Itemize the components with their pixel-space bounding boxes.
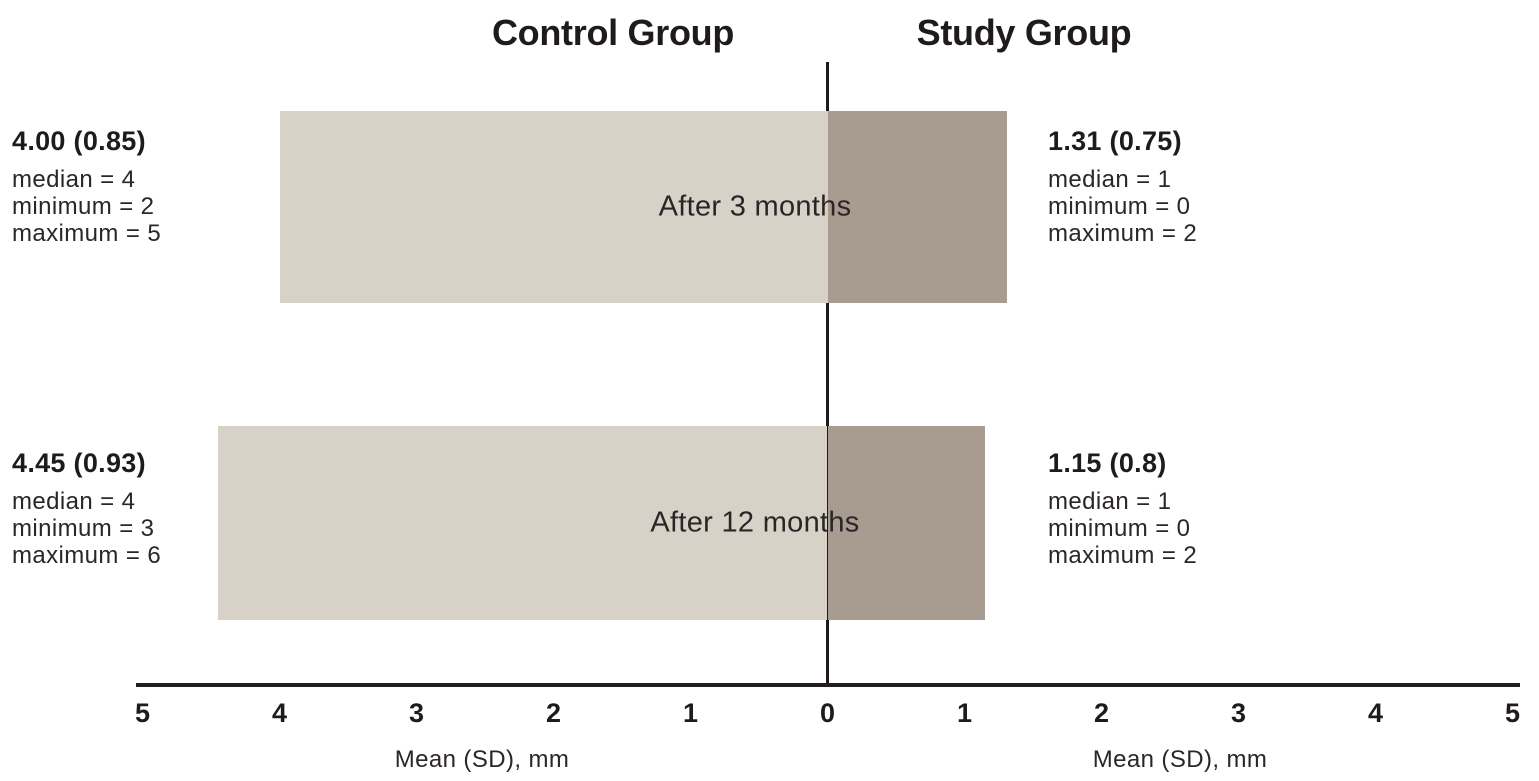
mean-sd-value: 1.15 (0.8): [1048, 448, 1167, 478]
study-stats-block: 1.15 (0.8) median = 1 minimum = 0 maximu…: [1048, 448, 1197, 569]
median-value: median = 4: [12, 166, 136, 193]
maximum-value: maximum = 6: [12, 542, 162, 569]
control-bar: [217, 426, 828, 620]
study-stats-block: 1.31 (0.75) median = 1 minimum = 0 maxim…: [1048, 126, 1197, 247]
axis-tick-label: 3: [408, 698, 425, 728]
maximum-value: maximum = 2: [1048, 542, 1198, 569]
mean-sd-value: 4.00 (0.85): [12, 126, 146, 156]
row-label: After 3 months: [658, 190, 852, 223]
control-stats-block: 4.00 (0.85) median = 4 minimum = 2 maxim…: [12, 126, 161, 247]
mean-sd-value: 1.31 (0.75): [1048, 126, 1182, 156]
median-value: median = 4: [12, 488, 136, 515]
x-axis-line: [136, 683, 1520, 687]
zero-baseline: [826, 62, 829, 687]
axis-tick-label: 0: [819, 698, 836, 728]
study-group-title: Study Group: [916, 12, 1132, 53]
minimum-value: minimum = 0: [1048, 515, 1191, 542]
control-stats-block: 4.45 (0.93) median = 4 minimum = 3 maxim…: [12, 448, 161, 569]
minimum-value: minimum = 3: [12, 515, 155, 542]
study-bar: [827, 426, 986, 620]
minimum-value: minimum = 0: [1048, 193, 1191, 220]
control-group-title: Control Group: [491, 12, 735, 53]
maximum-value: maximum = 5: [12, 220, 162, 247]
control-bar: [279, 111, 828, 303]
x-axis-caption-right: Mean (SD), mm: [1092, 746, 1268, 773]
axis-tick-label: 5: [1504, 698, 1521, 728]
median-value: median = 1: [1048, 488, 1172, 515]
axis-tick-label: 1: [682, 698, 699, 728]
study-bar: [827, 111, 1007, 303]
axis-tick-label: 2: [545, 698, 562, 728]
mean-sd-value: 4.45 (0.93): [12, 448, 146, 478]
axis-tick-label: 5: [134, 698, 151, 728]
minimum-value: minimum = 2: [12, 193, 155, 220]
axis-tick-label: 4: [271, 698, 288, 728]
axis-tick-label: 4: [1367, 698, 1384, 728]
axis-tick-label: 1: [956, 698, 973, 728]
median-value: median = 1: [1048, 166, 1172, 193]
axis-tick-label: 3: [1230, 698, 1247, 728]
axis-tick-label: 2: [1093, 698, 1110, 728]
x-axis-caption-left: Mean (SD), mm: [394, 746, 570, 773]
maximum-value: maximum = 2: [1048, 220, 1198, 247]
